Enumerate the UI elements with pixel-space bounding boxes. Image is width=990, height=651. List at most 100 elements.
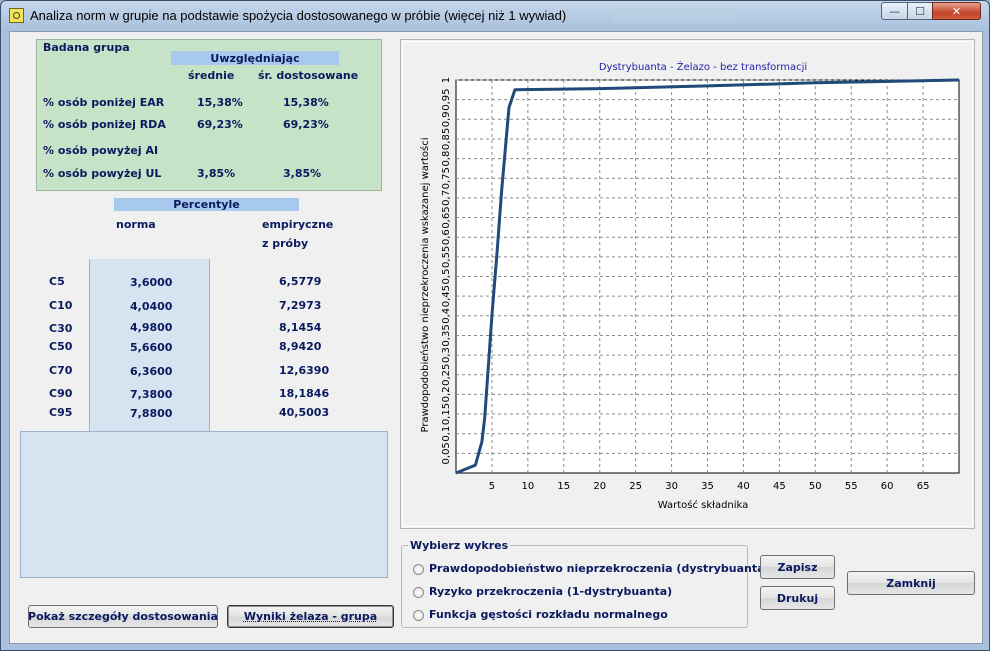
x-tick-label: 60 (881, 481, 894, 492)
background-title-ghost (613, 9, 743, 23)
x-axis-label: Wartość składnika (658, 499, 749, 511)
show-details-button[interactable]: Pokaż szczegóły dostosowania (28, 605, 218, 628)
x-tick-label: 55 (845, 481, 858, 492)
maximize-icon: ☐ (915, 4, 925, 18)
pct-label-c50: C50 (49, 340, 73, 353)
y-tick-label: 0,15 (441, 403, 452, 425)
y-tick-label: 0,95 (441, 89, 452, 111)
pct-label-c90: C90 (49, 387, 73, 400)
row-ul-v1: 3,85% (197, 167, 236, 180)
close-button[interactable]: Zamknij (847, 571, 975, 595)
pct-label-c95: C95 (49, 406, 73, 419)
y-tick-label: 0,4 (441, 308, 452, 324)
close-label: Zamknij (886, 576, 936, 590)
chart-frame: Dystrybuanta - Żelazo - bez transformacj… (400, 39, 975, 529)
pct-emp-c5: 6,5779 (279, 275, 322, 288)
y-tick-label: 0,35 (441, 324, 452, 346)
pct-emp-c95: 40,5003 (279, 406, 330, 419)
row-ul-v2: 3,85% (283, 167, 322, 180)
y-tick-label: 0,25 (441, 364, 452, 386)
cdf-chart: Dystrybuanta - Żelazo - bez transformacj… (419, 60, 960, 511)
pct-norm-c50: 5,6600 (130, 341, 173, 354)
col-z-proby: z próby (262, 237, 309, 250)
minimize-button[interactable]: — (881, 2, 908, 20)
y-tick-label: 0,6 (441, 229, 452, 245)
pct-emp-c30: 8,1454 (279, 321, 322, 334)
pct-norm-c5: 3,6000 (130, 276, 173, 289)
y-tick-label: 0,85 (441, 128, 452, 150)
pct-emp-c50: 8,9420 (279, 340, 322, 353)
row-label-ai: % osób powyżej AI (43, 144, 159, 157)
cdf-series-line (455, 78, 960, 475)
row-ear-v2: 15,38% (283, 96, 329, 109)
row-label-ear: % osób poniżej EAR (43, 96, 165, 109)
x-tick-label: 15 (557, 481, 570, 492)
pct-label-c30: C30 (49, 322, 73, 335)
print-button[interactable]: Drukuj (760, 586, 835, 610)
x-tick-label: 35 (701, 481, 714, 492)
save-label: Zapisz (777, 560, 818, 574)
minimize-icon: — (889, 4, 900, 18)
option-gestosc-label[interactable]: Funkcja gęstości rozkładu normalnego (429, 608, 668, 621)
y-tick-label: 0,05 (441, 442, 452, 464)
print-label: Drukuj (776, 591, 819, 605)
radio-ryzyko[interactable] (413, 587, 424, 598)
norm-column-bg (89, 259, 210, 432)
iron-results-button[interactable]: Wyniki żelaza - grupa (227, 605, 394, 628)
pct-label-c10: C10 (49, 299, 73, 312)
show-details-label: Pokaż szczegóły dostosowania (28, 610, 218, 623)
y-tick-label: 1 (441, 77, 452, 83)
y-tick-label: 0,9 (441, 111, 452, 127)
pct-label-c70: C70 (49, 364, 73, 377)
x-tick-label: 20 (593, 481, 606, 492)
x-tick-label: 40 (737, 481, 750, 492)
row-rda-v2: 69,23% (283, 118, 329, 131)
maximize-button[interactable]: ☐ (907, 2, 933, 20)
pct-emp-c90: 18,1846 (279, 387, 330, 400)
client-area: Badana grupa Uwzględniając średnie śr. d… (9, 31, 983, 644)
x-tick-label: 45 (773, 481, 786, 492)
pct-emp-c10: 7,2973 (279, 299, 322, 312)
x-tick-label: 50 (809, 481, 822, 492)
y-tick-label: 0,7 (441, 190, 452, 206)
chart-title: Dystrybuanta - Żelazo - bez transformacj… (599, 60, 807, 73)
y-tick-label: 0,75 (441, 167, 452, 189)
y-tick-label: 0,55 (441, 246, 452, 268)
pct-norm-c30: 4,9800 (130, 321, 173, 334)
title-bar[interactable]: Analiza norm w grupie na podstawie spoży… (1, 1, 989, 31)
col-norma: norma (116, 218, 156, 231)
pct-norm-c70: 6,3600 (130, 365, 173, 378)
col-empiryczne: empiryczne (262, 218, 334, 231)
iron-results-label: Wyniki żelaza - grupa (243, 610, 378, 623)
x-tick-label: 30 (665, 481, 678, 492)
x-tick-labels: 5 10 15 20 25 30 35 40 45 50 55 60 65 (489, 481, 930, 492)
y-tick-label: 0,45 (441, 285, 452, 307)
radio-dystrybuanta[interactable] (413, 564, 424, 575)
group-header: Uwzględniając (210, 52, 300, 65)
y-tick-label: 0,5 (441, 269, 452, 285)
group-title: Badana grupa (43, 41, 130, 54)
pct-norm-c95: 7,8800 (130, 407, 173, 420)
radio-gestosc[interactable] (413, 610, 424, 621)
option-dystrybuanta-label[interactable]: Prawdopodobieństwo nieprzekroczenia (dys… (429, 562, 770, 575)
header-band (171, 51, 339, 65)
close-window-button[interactable]: ✕ (932, 2, 981, 20)
window-title: Analiza norm w grupie na podstawie spoży… (30, 8, 567, 23)
save-button[interactable]: Zapisz (760, 555, 835, 579)
option-ryzyko-label[interactable]: Ryzyko przekroczenia (1-dystrybuanta) (429, 585, 673, 598)
percentiles-band (114, 198, 299, 211)
y-tick-label: 0,3 (441, 347, 452, 363)
y-tick-label: 0,8 (441, 151, 452, 167)
row-label-rda: % osób poniżej RDA (43, 118, 166, 131)
pct-norm-c90: 7,3800 (130, 388, 173, 401)
chart-selector-title: Wybierz wykres (408, 539, 511, 552)
y-tick-label: 0,65 (441, 206, 452, 228)
col-sr-dostosowane: śr. dostosowane (258, 69, 359, 82)
notes-panel (20, 431, 388, 578)
row-ear-v1: 15,38% (197, 96, 243, 109)
pct-label-c5: C5 (49, 275, 65, 288)
close-icon: ✕ (951, 4, 962, 18)
x-tick-label: 65 (917, 481, 930, 492)
col-srednie: średnie (188, 69, 235, 82)
x-tick-label: 25 (629, 481, 642, 492)
